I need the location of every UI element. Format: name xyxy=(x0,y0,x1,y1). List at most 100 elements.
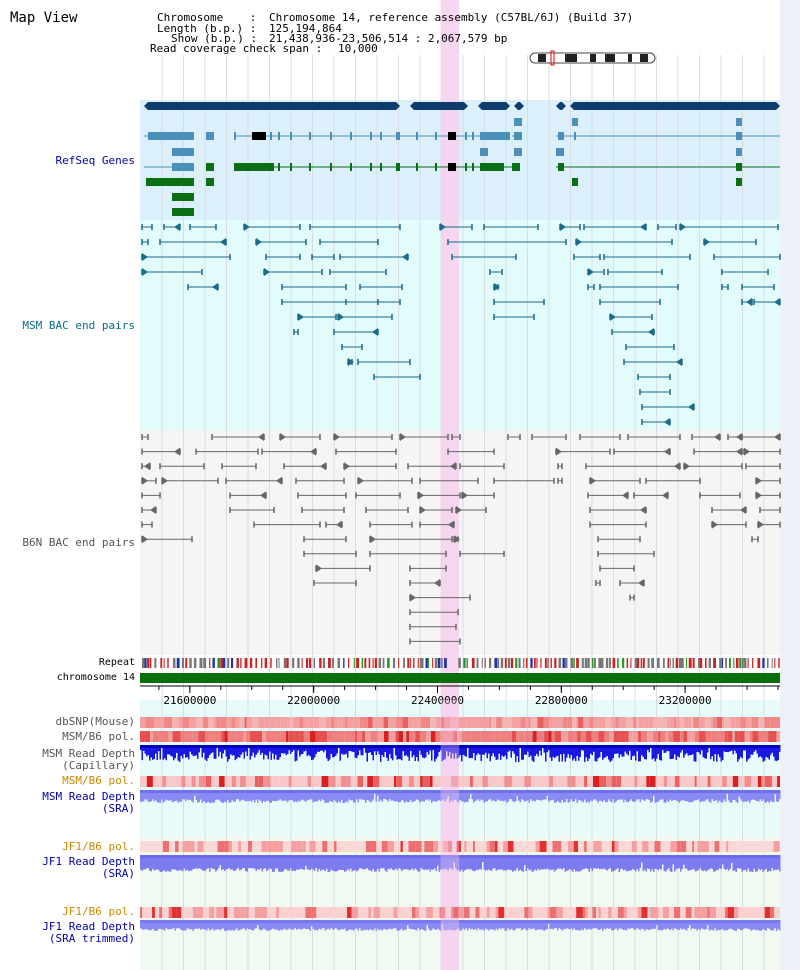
heat-cell xyxy=(709,907,717,918)
depth-bar xyxy=(710,920,712,930)
depth-bar xyxy=(228,745,230,760)
depth-bar xyxy=(330,745,332,754)
heat-cell xyxy=(749,841,754,852)
track-label-msm-b6-pol-2[interactable]: MSM/B6 pol. xyxy=(62,774,135,787)
map-view-title: Map View xyxy=(10,10,78,26)
refseq-background xyxy=(140,100,780,220)
jf1-b6-pol-2-track[interactable] xyxy=(140,907,780,918)
depth-bar xyxy=(750,790,752,801)
track-label-jf1-depth-trimmed[interactable]: JF1 Read Depth (SRA trimmed) xyxy=(42,920,135,945)
depth-bar xyxy=(428,855,430,870)
depth-bar xyxy=(377,920,379,929)
repeat-element xyxy=(309,658,312,668)
depth-bar xyxy=(671,920,673,929)
refseq-transcript-exon xyxy=(572,178,578,186)
dbsnp-track[interactable] xyxy=(140,717,780,728)
heat-cell xyxy=(362,731,366,742)
depth-bar xyxy=(354,920,356,929)
heat-cell xyxy=(227,731,231,742)
heat-cell xyxy=(509,776,512,787)
repeat-track[interactable] xyxy=(142,658,780,668)
heat-cell xyxy=(152,907,155,918)
depth-bar xyxy=(501,745,503,756)
heat-cell xyxy=(684,717,689,728)
msm-read-depth-sra-track[interactable] xyxy=(140,790,781,803)
depth-bar xyxy=(305,855,307,866)
heat-cell xyxy=(751,717,759,728)
msm-b6-pol-2-track[interactable] xyxy=(140,776,780,787)
track-label-msm-depth-sra[interactable]: MSM Read Depth (SRA) xyxy=(42,790,135,815)
heat-cell xyxy=(732,731,735,742)
heat-cell xyxy=(493,776,497,787)
heat-cell xyxy=(288,776,292,787)
depth-bar xyxy=(399,790,401,803)
depth-bar xyxy=(276,745,278,760)
depth-bar xyxy=(417,745,419,762)
depth-bar xyxy=(291,920,293,930)
heat-cell xyxy=(561,841,568,852)
depth-bar xyxy=(318,745,320,752)
depth-bar xyxy=(188,790,190,801)
depth-bar xyxy=(450,920,452,931)
track-label-refseq-genes[interactable]: RefSeq Genes xyxy=(55,154,135,167)
heat-cell xyxy=(532,731,537,742)
depth-bar xyxy=(570,920,572,929)
depth-bar xyxy=(626,855,628,872)
jf1-read-depth-trimmed-track[interactable] xyxy=(140,920,781,931)
track-label-msm-bac[interactable]: MSM BAC end pairs xyxy=(22,319,135,332)
track-label-jf1-b6-pol-2[interactable]: JF1/B6 pol. xyxy=(62,905,135,918)
msm-read-depth-capillary-track[interactable] xyxy=(140,745,781,762)
heat-cell xyxy=(383,717,389,728)
depth-bar xyxy=(498,855,500,870)
depth-bar xyxy=(510,920,512,929)
track-label-jf1-depth-sra[interactable]: JF1 Read Depth (SRA) xyxy=(42,855,135,880)
depth-bar xyxy=(629,855,631,871)
jf1-b6-pol-1-track[interactable] xyxy=(140,841,780,852)
depth-bar xyxy=(326,920,328,930)
track-label-msm-b6-pol-1[interactable]: MSM/B6 pol. xyxy=(62,730,135,743)
heat-cell xyxy=(628,731,633,742)
depth-bar xyxy=(299,920,301,929)
msm-b6-pol-1-track[interactable] xyxy=(140,731,780,742)
jf1-read-depth-sra-track[interactable] xyxy=(140,855,781,872)
track-label-jf1-b6-pol-1[interactable]: JF1/B6 pol. xyxy=(62,840,135,853)
depth-bar xyxy=(713,855,715,872)
bac-end-marker xyxy=(714,433,720,441)
depth-bar xyxy=(636,790,638,800)
depth-bar xyxy=(660,920,662,931)
heat-cell xyxy=(585,907,588,918)
repeat-element xyxy=(771,658,773,668)
depth-bar xyxy=(419,855,421,872)
depth-bar xyxy=(315,920,317,930)
refseq-transcript-exon xyxy=(380,163,382,171)
depth-bar xyxy=(468,920,470,929)
refseq-transcript-exon xyxy=(512,163,520,171)
b6n-bac-end-pairs-track[interactable] xyxy=(141,433,781,645)
track-label-dbsnp[interactable]: dbSNP(Mouse) xyxy=(55,715,135,728)
heat-cell xyxy=(598,717,606,728)
depth-bar xyxy=(668,790,670,802)
depth-bar xyxy=(659,790,661,801)
depth-bar xyxy=(207,920,209,929)
depth-bar xyxy=(755,855,757,872)
repeat-element xyxy=(471,658,475,668)
depth-bar xyxy=(549,855,551,870)
depth-bar xyxy=(176,920,178,929)
refseq-transcript-exon xyxy=(290,132,292,140)
heat-cell xyxy=(461,841,465,852)
depth-bar xyxy=(174,790,176,801)
msm-bac-end-pairs-track[interactable] xyxy=(141,223,781,426)
depth-bar xyxy=(582,920,584,931)
depth-bar xyxy=(150,745,152,758)
refseq-genes-track[interactable] xyxy=(144,102,780,216)
depth-bar xyxy=(407,745,409,757)
depth-bar xyxy=(750,920,752,931)
track-label-msm-depth-capillary[interactable]: MSM Read Depth (Capillary) xyxy=(42,747,135,772)
heat-cell xyxy=(186,731,193,742)
track-label-b6n-bac[interactable]: B6N BAC end pairs xyxy=(22,536,135,549)
depth-bar xyxy=(191,745,193,755)
heat-cell xyxy=(620,731,626,742)
depth-bar xyxy=(392,790,394,801)
heat-cell xyxy=(587,776,594,787)
